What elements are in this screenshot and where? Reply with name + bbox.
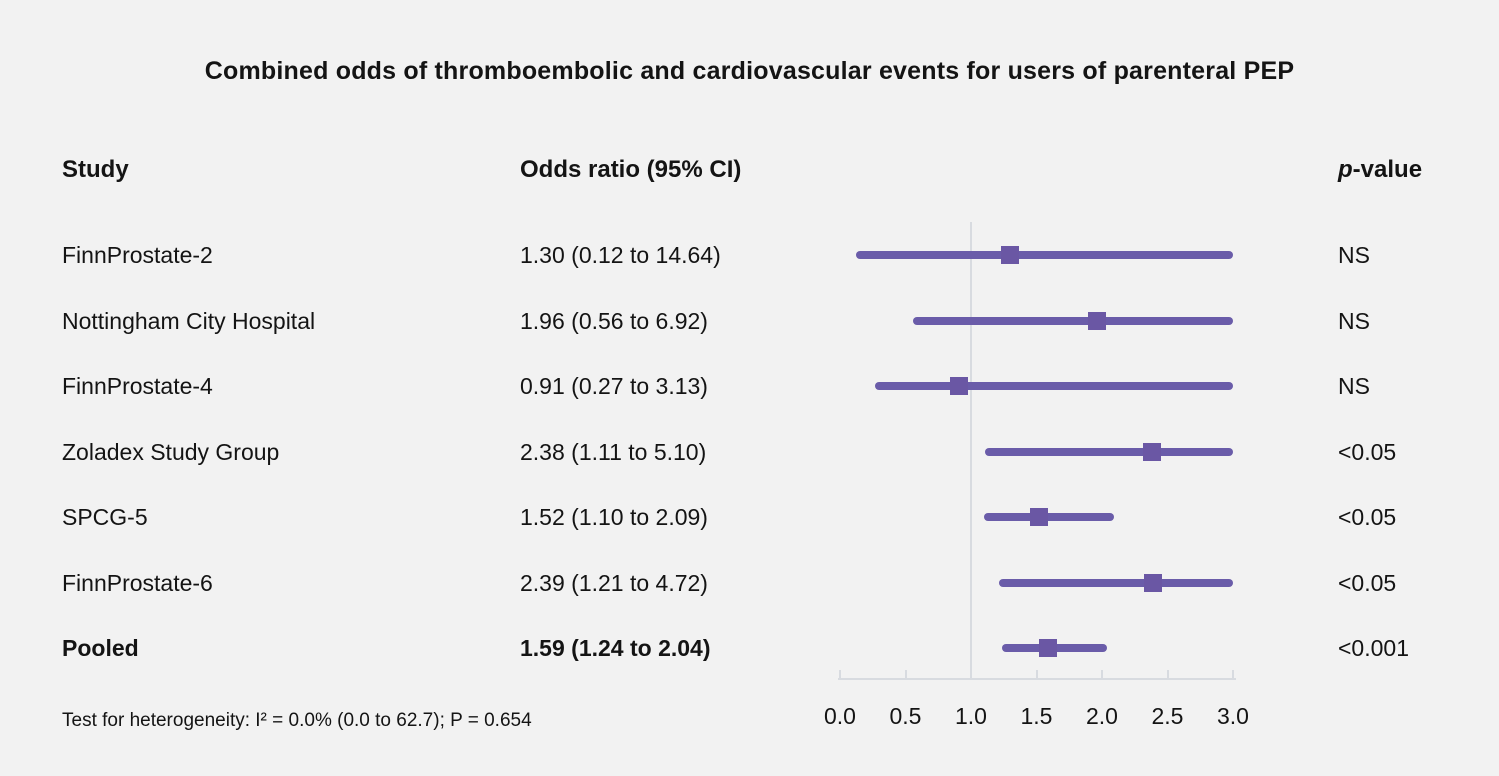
x-axis-tick-label: 0.5 — [889, 703, 922, 729]
column-header-study: Study — [62, 156, 129, 183]
p-value-header-suffix: -value — [1352, 156, 1423, 183]
x-axis-tick — [970, 670, 972, 679]
x-axis-tick-label: 1.0 — [955, 703, 987, 729]
p-value: NS — [1338, 307, 1370, 334]
p-value: <0.001 — [1338, 635, 1409, 661]
odds-ratio-value: 1.30 (0.12 to 14.64) — [520, 242, 721, 268]
study-label: FinnProstate-4 — [62, 373, 213, 399]
x-axis-tick-label: 1.5 — [1020, 703, 1053, 729]
heterogeneity-note: Test for heterogeneity: I² = 0.0% (0.0 t… — [62, 710, 532, 731]
column-header-p-value: p-value — [1338, 155, 1422, 185]
reference-line — [970, 222, 972, 679]
p-value: <0.05 — [1338, 504, 1397, 530]
x-axis-tick — [1166, 670, 1169, 679]
confidence-interval-bar — [855, 251, 1233, 259]
x-axis-tick — [1101, 670, 1103, 679]
confidence-interval-bar — [984, 513, 1114, 521]
x-axis-tick — [904, 670, 907, 679]
x-axis-tick-label: 2.0 — [1086, 703, 1118, 729]
odds-ratio-marker — [1001, 246, 1020, 264]
odds-ratio-marker — [1142, 442, 1161, 461]
study-label: Zoladex Study Group — [62, 438, 280, 465]
study-label: FinnProstate-6 — [62, 569, 213, 596]
x-axis-tick-label: 3.0 — [1217, 703, 1249, 729]
odds-ratio-marker — [1030, 508, 1049, 526]
x-axis-tick-label: 0.0 — [824, 703, 856, 729]
odds-ratio-marker — [1087, 311, 1106, 330]
study-label: Nottingham City Hospital — [62, 307, 316, 334]
odds-ratio-value: 0.91 (0.27 to 3.13) — [520, 373, 708, 399]
p-value: <0.05 — [1338, 438, 1397, 465]
study-label: SPCG-5 — [62, 504, 148, 530]
p-value: <0.05 — [1338, 569, 1397, 596]
chart-title: Combined odds of thromboembolic and card… — [204, 57, 1295, 85]
odds-ratio-value: 2.39 (1.21 to 4.72) — [520, 569, 708, 596]
odds-ratio-marker — [1144, 573, 1163, 592]
study-label: Pooled — [62, 635, 139, 661]
confidence-interval-bar — [875, 382, 1233, 390]
confidence-interval-bar — [985, 447, 1233, 456]
study-label: FinnProstate-2 — [62, 242, 213, 268]
odds-ratio-value: 1.59 (1.24 to 2.04) — [520, 635, 711, 661]
confidence-interval-bar — [913, 316, 1233, 325]
x-axis-line — [838, 678, 1236, 680]
odds-ratio-marker — [950, 377, 969, 395]
odds-ratio-value: 1.52 (1.10 to 2.09) — [520, 504, 708, 530]
x-axis-tick — [1035, 670, 1038, 679]
odds-ratio-value: 1.96 (0.56 to 6.92) — [520, 307, 708, 334]
odds-ratio-marker — [1039, 639, 1058, 657]
x-axis-tick-label: 2.5 — [1151, 703, 1184, 729]
x-axis-tick — [839, 670, 841, 679]
odds-ratio-value: 2.38 (1.11 to 5.10) — [520, 438, 707, 465]
p-value-header-italic-p: p — [1338, 156, 1353, 183]
column-header-odds-ratio: Odds ratio (95% CI) — [520, 156, 742, 183]
x-axis-tick — [1232, 670, 1234, 679]
p-value: NS — [1338, 242, 1370, 268]
confidence-interval-bar — [998, 578, 1233, 587]
p-value: NS — [1338, 373, 1370, 399]
